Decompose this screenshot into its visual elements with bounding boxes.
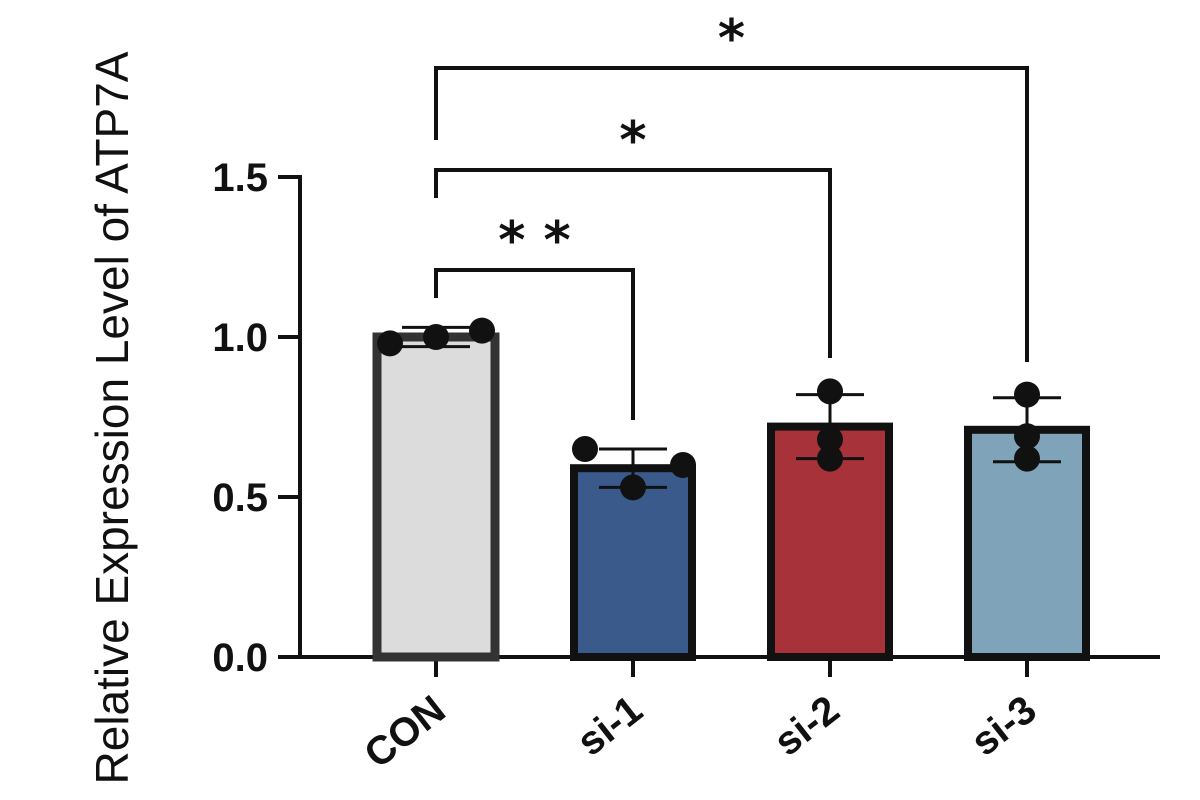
x-tick-label: si-1 (569, 687, 650, 764)
data-point (817, 445, 843, 472)
data-points (377, 317, 1040, 501)
y-tick-label: 1.5 (212, 156, 268, 200)
data-point (377, 330, 403, 357)
data-point (817, 378, 843, 405)
significance-bracket (434, 168, 832, 358)
x-tick-label: si-3 (963, 687, 1044, 764)
significance-label: * * (498, 211, 571, 271)
y-tick-label: 1.0 (212, 316, 268, 360)
error-bars (402, 325, 1061, 489)
x-tick-label: CON (356, 687, 453, 776)
bar-CON (372, 332, 500, 662)
bar-si-3 (964, 425, 1090, 661)
bars (372, 332, 1090, 662)
data-point (1014, 445, 1040, 472)
significance-brackets: * * * * (434, 9, 1029, 420)
x-tick-label: si-2 (766, 687, 847, 764)
y-tick-label: 0.0 (212, 636, 268, 680)
y-axis-label: Relative Expression Level of ATP7A (86, 51, 138, 784)
data-point (1014, 423, 1040, 450)
data-point (423, 324, 449, 350)
data-point (1014, 381, 1040, 408)
y-tick-label: 0.5 (212, 476, 268, 520)
significance-bracket (434, 268, 635, 420)
significance-label: * (619, 111, 646, 171)
significance-label: * (718, 9, 745, 69)
data-point (469, 317, 495, 344)
data-point (670, 452, 696, 478)
data-point (572, 436, 598, 462)
data-point (620, 474, 646, 501)
x-axis: CON si-1 si-2 si-3 (298, 655, 1160, 777)
significance-bracket (434, 66, 1029, 362)
data-point (817, 426, 843, 453)
y-axis: 0.0 0.5 1.0 1.5 (212, 156, 302, 680)
